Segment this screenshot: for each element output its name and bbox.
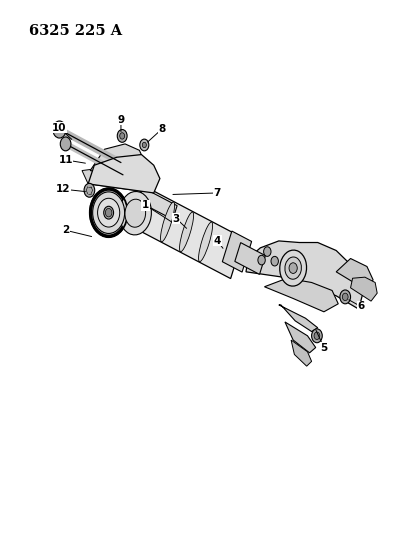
Text: 4: 4 (213, 236, 220, 246)
Text: 2: 2 (62, 225, 69, 235)
Polygon shape (90, 144, 145, 178)
Circle shape (142, 142, 146, 148)
Polygon shape (138, 188, 177, 220)
Circle shape (288, 263, 297, 273)
Polygon shape (88, 155, 160, 193)
Text: 10: 10 (52, 123, 67, 133)
Circle shape (311, 329, 321, 343)
Circle shape (263, 247, 270, 256)
Ellipse shape (92, 192, 124, 233)
Circle shape (313, 332, 319, 340)
Ellipse shape (284, 257, 301, 279)
Polygon shape (234, 243, 265, 274)
Circle shape (119, 133, 124, 139)
Circle shape (53, 121, 66, 138)
Polygon shape (284, 322, 315, 353)
Text: 8: 8 (158, 124, 165, 134)
Ellipse shape (103, 206, 113, 219)
Ellipse shape (97, 198, 119, 227)
Ellipse shape (279, 250, 306, 286)
Circle shape (60, 137, 71, 151)
Circle shape (105, 208, 112, 217)
Text: 6325 225 A: 6325 225 A (29, 24, 121, 38)
Ellipse shape (125, 199, 145, 227)
Text: 12: 12 (56, 184, 71, 194)
Text: 3: 3 (172, 214, 180, 223)
Ellipse shape (119, 191, 151, 235)
Text: 9: 9 (117, 115, 124, 125)
Text: 7: 7 (213, 188, 220, 198)
Polygon shape (264, 278, 337, 312)
Ellipse shape (179, 212, 193, 252)
Ellipse shape (198, 222, 212, 262)
Circle shape (257, 255, 265, 265)
Polygon shape (130, 185, 243, 279)
Text: 1: 1 (142, 200, 149, 210)
Polygon shape (222, 231, 251, 272)
Polygon shape (245, 241, 362, 309)
Ellipse shape (160, 202, 174, 242)
Polygon shape (335, 259, 372, 290)
Circle shape (117, 130, 127, 142)
Circle shape (339, 290, 350, 304)
Polygon shape (350, 277, 376, 301)
Text: 11: 11 (58, 155, 73, 165)
Circle shape (270, 256, 278, 266)
Ellipse shape (90, 189, 126, 236)
Polygon shape (278, 305, 317, 332)
Polygon shape (82, 163, 149, 192)
Text: 6: 6 (356, 302, 364, 311)
Circle shape (139, 139, 148, 151)
Text: 5: 5 (319, 343, 327, 352)
Circle shape (342, 293, 347, 301)
Circle shape (84, 183, 94, 197)
Polygon shape (290, 340, 311, 366)
